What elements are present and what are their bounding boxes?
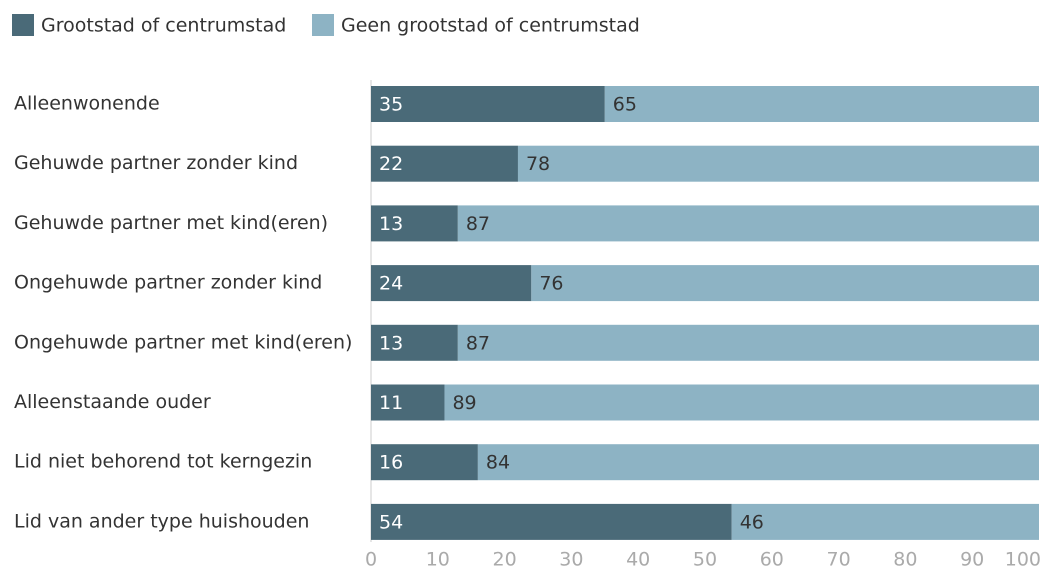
data-label: 89: [452, 392, 476, 414]
bar-segment: [371, 324, 458, 361]
data-label: 24: [379, 273, 403, 295]
bar-segment: [371, 205, 458, 242]
x-tick-label: 30: [559, 549, 583, 571]
bar-segment: [371, 384, 445, 421]
legend-label: Geen grootstad of centrumstad: [341, 15, 640, 37]
bar-segment: [371, 145, 518, 182]
bar-segment: [457, 324, 1040, 361]
bar-segment: [371, 86, 605, 122]
x-tick-label: 50: [693, 549, 717, 571]
data-label: 87: [466, 213, 490, 235]
x-tick-label: 60: [760, 549, 784, 571]
bar-segment: [531, 265, 1039, 302]
x-tick-label: 80: [893, 549, 917, 571]
x-tick-label: 0: [365, 549, 377, 571]
y-category-label: Alleenwonende: [14, 93, 160, 115]
data-label: 22: [379, 153, 403, 175]
bar-segment: [371, 444, 478, 481]
data-label: 35: [379, 94, 403, 116]
legend-swatch: [12, 14, 34, 36]
bar-segment: [371, 503, 732, 540]
y-category-label: Ongehuwde partner zonder kind: [14, 272, 322, 294]
bar-segment: [371, 265, 532, 302]
bar-segment: [517, 145, 1039, 182]
bar-segment: [477, 444, 1039, 481]
data-label: 84: [486, 452, 510, 474]
x-tick-label: 90: [960, 549, 984, 571]
data-label: 65: [613, 94, 637, 116]
y-category-label: Lid niet behorend tot kerngezin: [14, 451, 312, 473]
y-category-label: Gehuwde partner met kind(eren): [14, 212, 328, 234]
y-category-label: Ongehuwde partner met kind(eren): [14, 331, 352, 353]
data-label: 16: [379, 452, 403, 474]
bar-segment: [457, 205, 1040, 242]
data-label: 87: [466, 332, 490, 354]
bar-segment: [444, 384, 1040, 421]
x-tick-label: 70: [827, 549, 851, 571]
data-label: 78: [526, 153, 550, 175]
x-tick-label: 100: [1005, 549, 1041, 571]
data-label: 46: [740, 511, 764, 533]
data-label: 76: [539, 273, 563, 295]
y-category-label: Lid van ander type huishouden: [14, 510, 309, 532]
data-label: 54: [379, 511, 403, 533]
y-category-label: Alleenstaande ouder: [14, 391, 211, 413]
y-category-label: Gehuwde partner zonder kind: [14, 152, 298, 174]
data-label: 11: [379, 392, 403, 414]
legend-label: Grootstad of centrumstad: [41, 15, 286, 37]
bar-segment: [731, 503, 1039, 540]
legend-swatch: [312, 14, 334, 36]
x-tick-label: 10: [426, 549, 450, 571]
bar-segment: [604, 86, 1039, 122]
x-tick-label: 20: [493, 549, 517, 571]
data-label: 13: [379, 213, 403, 235]
x-tick-label: 40: [626, 549, 650, 571]
data-label: 13: [379, 332, 403, 354]
